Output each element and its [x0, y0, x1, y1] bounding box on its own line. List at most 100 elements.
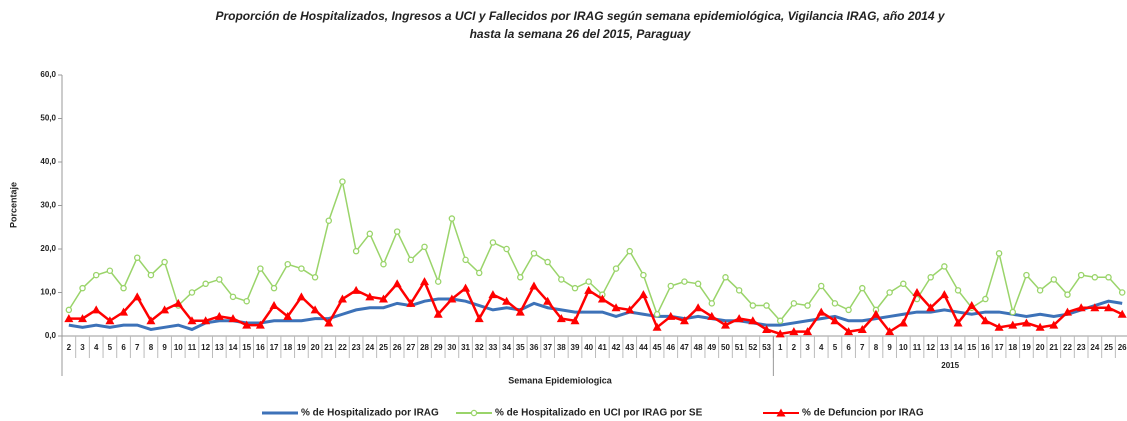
point — [1035, 322, 1045, 331]
point — [378, 294, 388, 303]
point — [763, 302, 770, 309]
point — [337, 294, 347, 303]
point — [1050, 276, 1058, 283]
point — [132, 292, 142, 301]
x-tick-label: 45 — [653, 343, 662, 352]
x-tick-label: 36 — [530, 343, 539, 352]
point — [666, 311, 676, 320]
x-tick-label: 21 — [324, 343, 333, 352]
point — [967, 301, 977, 310]
point — [407, 256, 415, 264]
point — [1076, 303, 1086, 312]
point — [1049, 320, 1059, 329]
x-tick-label: 11 — [188, 343, 197, 352]
point — [470, 409, 478, 417]
point — [517, 274, 524, 281]
point — [214, 311, 224, 320]
point — [229, 293, 237, 301]
x-tick-label: 7 — [860, 343, 865, 352]
x-tick-label: 3 — [80, 343, 85, 352]
point — [1077, 271, 1085, 279]
point — [1105, 274, 1112, 281]
y-tick-label: 0,0 — [45, 331, 57, 340]
point — [857, 324, 867, 333]
point — [871, 309, 881, 318]
x-tick-label: 39 — [571, 343, 580, 352]
point — [489, 239, 497, 246]
series-line — [68, 297, 1123, 332]
point — [556, 314, 566, 323]
point — [953, 318, 963, 327]
x-tick-label: 41 — [598, 343, 607, 352]
x-tick-label: 13 — [940, 343, 949, 352]
point — [1104, 303, 1114, 312]
x-tick-label: 12 — [201, 343, 210, 352]
x-tick-label: 21 — [1049, 343, 1058, 352]
x-tick-label: 38 — [557, 343, 566, 352]
x-tick-label: 48 — [694, 343, 703, 352]
point — [720, 320, 730, 329]
legend-label: % de Hospitalizado por IRAG — [301, 408, 439, 419]
y-tick-label: 40,0 — [40, 157, 56, 166]
point — [1021, 318, 1031, 327]
point — [1023, 271, 1030, 279]
point — [173, 298, 183, 307]
point — [488, 290, 498, 299]
x-tick-label: 6 — [846, 343, 851, 352]
x-tick-label: 19 — [1022, 343, 1031, 352]
point — [912, 288, 922, 296]
x-tick-label: 37 — [543, 343, 552, 352]
point — [228, 314, 238, 323]
point — [92, 271, 100, 279]
x-tick-label: 40 — [584, 343, 593, 352]
point — [366, 230, 374, 238]
point — [216, 276, 223, 283]
point — [339, 178, 346, 185]
x-tick-label: 46 — [666, 343, 675, 352]
point — [570, 316, 580, 325]
x-tick-label: 22 — [338, 343, 347, 352]
point — [694, 280, 702, 288]
point — [886, 289, 893, 296]
point — [296, 292, 306, 301]
point — [406, 298, 416, 307]
point — [900, 280, 907, 288]
point — [1008, 320, 1018, 329]
point — [830, 316, 840, 325]
point — [421, 243, 428, 251]
point — [735, 287, 743, 294]
point — [91, 305, 101, 314]
point — [243, 297, 250, 305]
point — [544, 258, 551, 266]
x-tick-label: 47 — [680, 343, 689, 352]
point — [119, 307, 129, 316]
point — [954, 287, 962, 294]
y-tick-label: 50,0 — [40, 114, 56, 123]
x-tick-label: 3 — [805, 343, 810, 352]
x-tick-label: 53 — [762, 343, 771, 352]
point — [926, 303, 936, 312]
x-tick-label: 23 — [352, 343, 361, 352]
x-tick-label: 9 — [162, 343, 167, 352]
point — [941, 263, 948, 270]
x-tick-label: 1 — [778, 343, 783, 352]
point — [284, 260, 291, 268]
point — [571, 284, 579, 292]
point — [625, 305, 635, 314]
x-tick-label: 8 — [149, 343, 154, 352]
point — [558, 276, 565, 283]
point — [298, 265, 305, 272]
point — [762, 324, 772, 333]
x-tick-label: 2 — [792, 343, 797, 352]
point — [749, 302, 757, 309]
point — [502, 296, 512, 305]
point — [242, 320, 252, 329]
point — [270, 284, 278, 292]
point — [515, 307, 525, 316]
point — [653, 310, 661, 318]
x-tick-label: 26 — [1118, 343, 1127, 352]
point — [105, 316, 115, 325]
y-tick-label: 60,0 — [40, 70, 56, 79]
point — [202, 280, 209, 288]
